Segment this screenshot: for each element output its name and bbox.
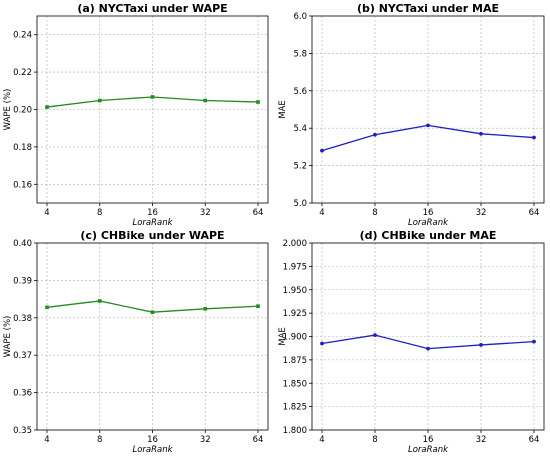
x-axis-label: LoraRank — [132, 445, 173, 455]
y-tick-label: 0.24 — [13, 31, 32, 41]
data-point — [45, 105, 49, 109]
x-tick-label: 32 — [476, 208, 487, 218]
x-tick-label: 4 — [319, 435, 324, 445]
chart-panel-3: 1.800 1.825 1.850 1.875 1.900 1.925 1.950 1.975… — [278, 229, 545, 455]
x-tick-label: 16 — [147, 208, 158, 218]
data-point — [203, 307, 208, 311]
x-tick-label: 64 — [529, 435, 540, 445]
x-tick-label: 4 — [319, 208, 324, 218]
data-point — [256, 100, 260, 104]
x-tick-label: 4 — [44, 435, 49, 445]
x-tick-label: 8 — [97, 435, 102, 445]
data-point — [320, 148, 324, 153]
chart-title: (c) CHBike under WAPE — [80, 229, 224, 242]
x-tick-label: 64 — [253, 435, 264, 445]
x-tick-label: 64 — [529, 208, 540, 218]
x-tick-label: 32 — [476, 435, 487, 445]
y-tick-label: 1.800 — [283, 426, 307, 436]
x-tick-label: 32 — [200, 435, 211, 445]
chart-title: (d) CHBike under MAE — [360, 229, 497, 242]
y-tick-label: 0.40 — [13, 239, 32, 249]
x-tick-label: 16 — [423, 208, 434, 218]
data-point — [97, 98, 102, 103]
y-tick-label: 0.39 — [13, 276, 32, 286]
x-tick-label: 4 — [44, 208, 49, 218]
data-point — [256, 304, 260, 309]
series-line — [321, 334, 535, 350]
y-tick-label: 1.950 — [283, 286, 307, 296]
x-tick-label: 8 — [372, 208, 377, 218]
data-point — [150, 310, 155, 314]
data-point — [97, 299, 102, 303]
y-tick-label: 0.22 — [13, 68, 32, 78]
y-tick-label: 1.900 — [283, 333, 307, 343]
data-point — [532, 339, 536, 344]
y-tick-label: 1.850 — [283, 379, 307, 389]
x-tick-label: 16 — [147, 435, 158, 445]
data-point — [479, 343, 483, 347]
y-tick-label: 0.37 — [13, 351, 32, 361]
y-tick-label: 5.2 — [293, 162, 307, 172]
y-tick-label: 5.4 — [293, 124, 307, 134]
chart-panel-2: 0.35 0.36 0.37 0.38 0.39 0.40 4 8 16 32 64 (c) CHBi… — [3, 229, 269, 455]
y-tick-label: 1.975 — [283, 262, 307, 272]
y-axis-label: WAPE (%) — [3, 89, 13, 131]
y-tick-label: 6.0 — [293, 12, 307, 22]
chart-panel-1: 5.0 5.2 5.4 5.6 5.8 6.0 4 8 16 32 64 (b) NYCTaxi un… — [278, 2, 545, 228]
y-tick-label: 0.16 — [13, 180, 32, 190]
x-axis-label: LoraRank — [408, 445, 449, 455]
y-tick-label: 2.000 — [283, 239, 307, 249]
data-point — [426, 346, 430, 351]
x-tick-label: 64 — [253, 208, 264, 218]
y-tick-label: 5.6 — [293, 87, 307, 97]
y-axis-label: MAE — [278, 327, 288, 346]
y-tick-label: 0.36 — [13, 389, 32, 399]
x-tick-label: 8 — [372, 435, 377, 445]
data-point — [426, 123, 430, 128]
x-tick-label: 32 — [200, 208, 211, 218]
data-point — [320, 341, 324, 346]
data-point — [373, 132, 377, 137]
x-axis-label: LoraRank — [132, 218, 173, 228]
data-point — [45, 305, 49, 310]
data-point — [150, 95, 155, 99]
y-tick-label: 0.35 — [13, 426, 32, 436]
y-axis-label: WAPE (%) — [3, 316, 13, 358]
data-point — [532, 135, 536, 140]
chart-title: (b) NYCTaxi under MAE — [357, 2, 499, 15]
x-tick-label: 8 — [97, 208, 102, 218]
chart-title: (a) NYCTaxi under WAPE — [77, 2, 227, 15]
data-point — [373, 333, 377, 337]
data-point — [203, 98, 208, 103]
y-tick-label: 1.825 — [283, 403, 307, 413]
y-tick-label: 5.8 — [293, 49, 307, 59]
chart-panel-0: 0.16 0.18 0.20 0.22 0.24 4 8 16 32 64 (a) NYCTaxi … — [3, 2, 269, 228]
y-tick-label: 0.20 — [13, 106, 32, 116]
y-tick-label: 1.925 — [283, 309, 307, 319]
y-tick-label: 5.0 — [293, 199, 307, 209]
y-tick-label: 0.38 — [13, 314, 32, 324]
y-axis-label: MAE — [278, 100, 288, 119]
y-tick-label: 0.18 — [13, 143, 32, 153]
y-tick-label: 1.875 — [283, 356, 307, 366]
data-point — [479, 131, 483, 136]
x-axis-label: LoraRank — [408, 218, 449, 228]
x-tick-label: 16 — [423, 435, 434, 445]
